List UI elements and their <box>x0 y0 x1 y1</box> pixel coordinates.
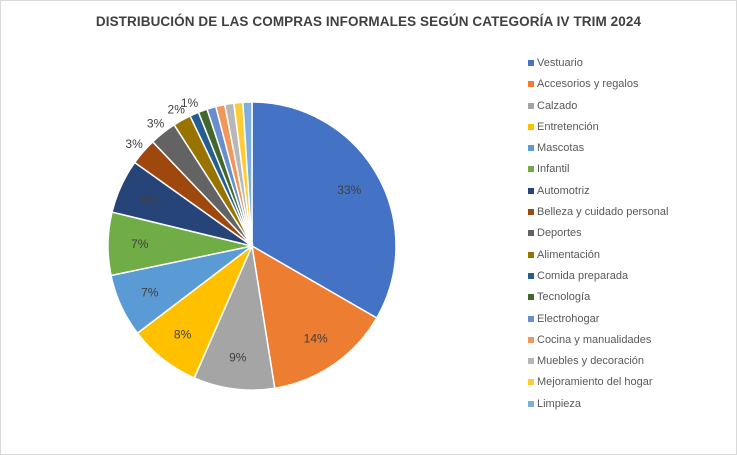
data-label-3: 9% <box>229 350 247 364</box>
legend-label: Accesorios y regalos <box>537 78 639 91</box>
legend-swatch <box>528 336 534 343</box>
legend-label: Calzado <box>537 99 578 112</box>
legend-item: Automotriz <box>526 184 726 205</box>
legend-label: Limpieza <box>537 397 582 410</box>
data-label-6: 7% <box>131 237 149 251</box>
data-label-1: 33% <box>337 183 361 197</box>
legend-swatch <box>528 145 534 152</box>
data-label-2: 14% <box>304 332 328 346</box>
data-label-7: 6% <box>141 192 159 206</box>
pie-slice-1 <box>251 101 397 320</box>
legend-item: Mejoramiento del hogar <box>526 375 726 396</box>
legend-item: Alimentación <box>526 248 726 269</box>
legend-swatch <box>528 81 534 88</box>
legend-item: Tecnología <box>526 290 726 311</box>
legend-item: Infantil <box>526 162 726 183</box>
legend-label: Entretención <box>537 120 599 133</box>
data-label-5: 7% <box>141 286 159 300</box>
legend-item: Cocina y manualidades <box>526 333 726 354</box>
legend-item: Electrohogar <box>526 312 726 333</box>
legend-swatch <box>528 187 534 194</box>
legend-label: Infantil <box>537 163 570 176</box>
legend-label: Belleza y cuidado personal <box>537 206 669 219</box>
legend-swatch <box>528 379 534 386</box>
legend-item: Limpieza <box>526 397 726 418</box>
legend-item: Vestuario <box>526 56 726 77</box>
legend-swatch <box>528 272 534 279</box>
data-label-8: 3% <box>125 137 143 151</box>
data-label-10: 2% <box>168 103 186 117</box>
legend: Vestuario Accesorios y regalos Calzado Entr… <box>526 56 726 418</box>
pie-slice-3 <box>193 243 276 391</box>
legend-swatch <box>528 400 534 407</box>
legend-label: Electrohogar <box>537 312 600 325</box>
legend-label: Tecnología <box>537 291 591 304</box>
legend-swatch <box>528 102 534 109</box>
legend-item: Belleza y cuidado personal <box>526 205 726 226</box>
legend-swatch <box>528 209 534 216</box>
legend-swatch <box>528 230 534 237</box>
legend-swatch <box>528 358 534 365</box>
legend-label: Mascotas <box>537 142 585 155</box>
data-label-9: 3% <box>147 116 165 130</box>
legend-swatch <box>528 123 534 130</box>
legend-label: Cocina y manualidades <box>537 333 652 346</box>
legend-label: Alimentación <box>537 248 600 261</box>
pie-slice-2 <box>251 244 378 390</box>
legend-label: Deportes <box>537 227 582 240</box>
legend-swatch <box>528 315 534 322</box>
legend-item: Calzado <box>526 99 726 120</box>
legend-item: Comida preparada <box>526 269 726 290</box>
data-label-11: 1% <box>181 96 199 110</box>
legend-swatch <box>528 166 534 173</box>
legend-label: Comida preparada <box>537 269 629 282</box>
data-label-4: 8% <box>174 327 192 341</box>
legend-item: Muebles y decoración <box>526 354 726 375</box>
pie-slice-17 <box>242 101 253 247</box>
legend-label: Automotriz <box>537 184 590 197</box>
legend-swatch <box>528 60 534 66</box>
legend-item: Accesorios y regalos <box>526 77 726 98</box>
legend-label: Vestuario <box>537 57 583 69</box>
legend-swatch <box>528 251 534 258</box>
chart-title: DISTRIBUCIÓN DE LAS COMPRAS INFORMALES S… <box>95 14 642 29</box>
legend-label: Muebles y decoración <box>537 355 645 368</box>
legend-swatch <box>528 294 534 301</box>
legend-item: Entretención <box>526 120 726 141</box>
legend-item: Deportes <box>526 226 726 247</box>
legend-item: Mascotas <box>526 141 726 162</box>
legend-label: Mejoramiento del hogar <box>537 376 653 389</box>
